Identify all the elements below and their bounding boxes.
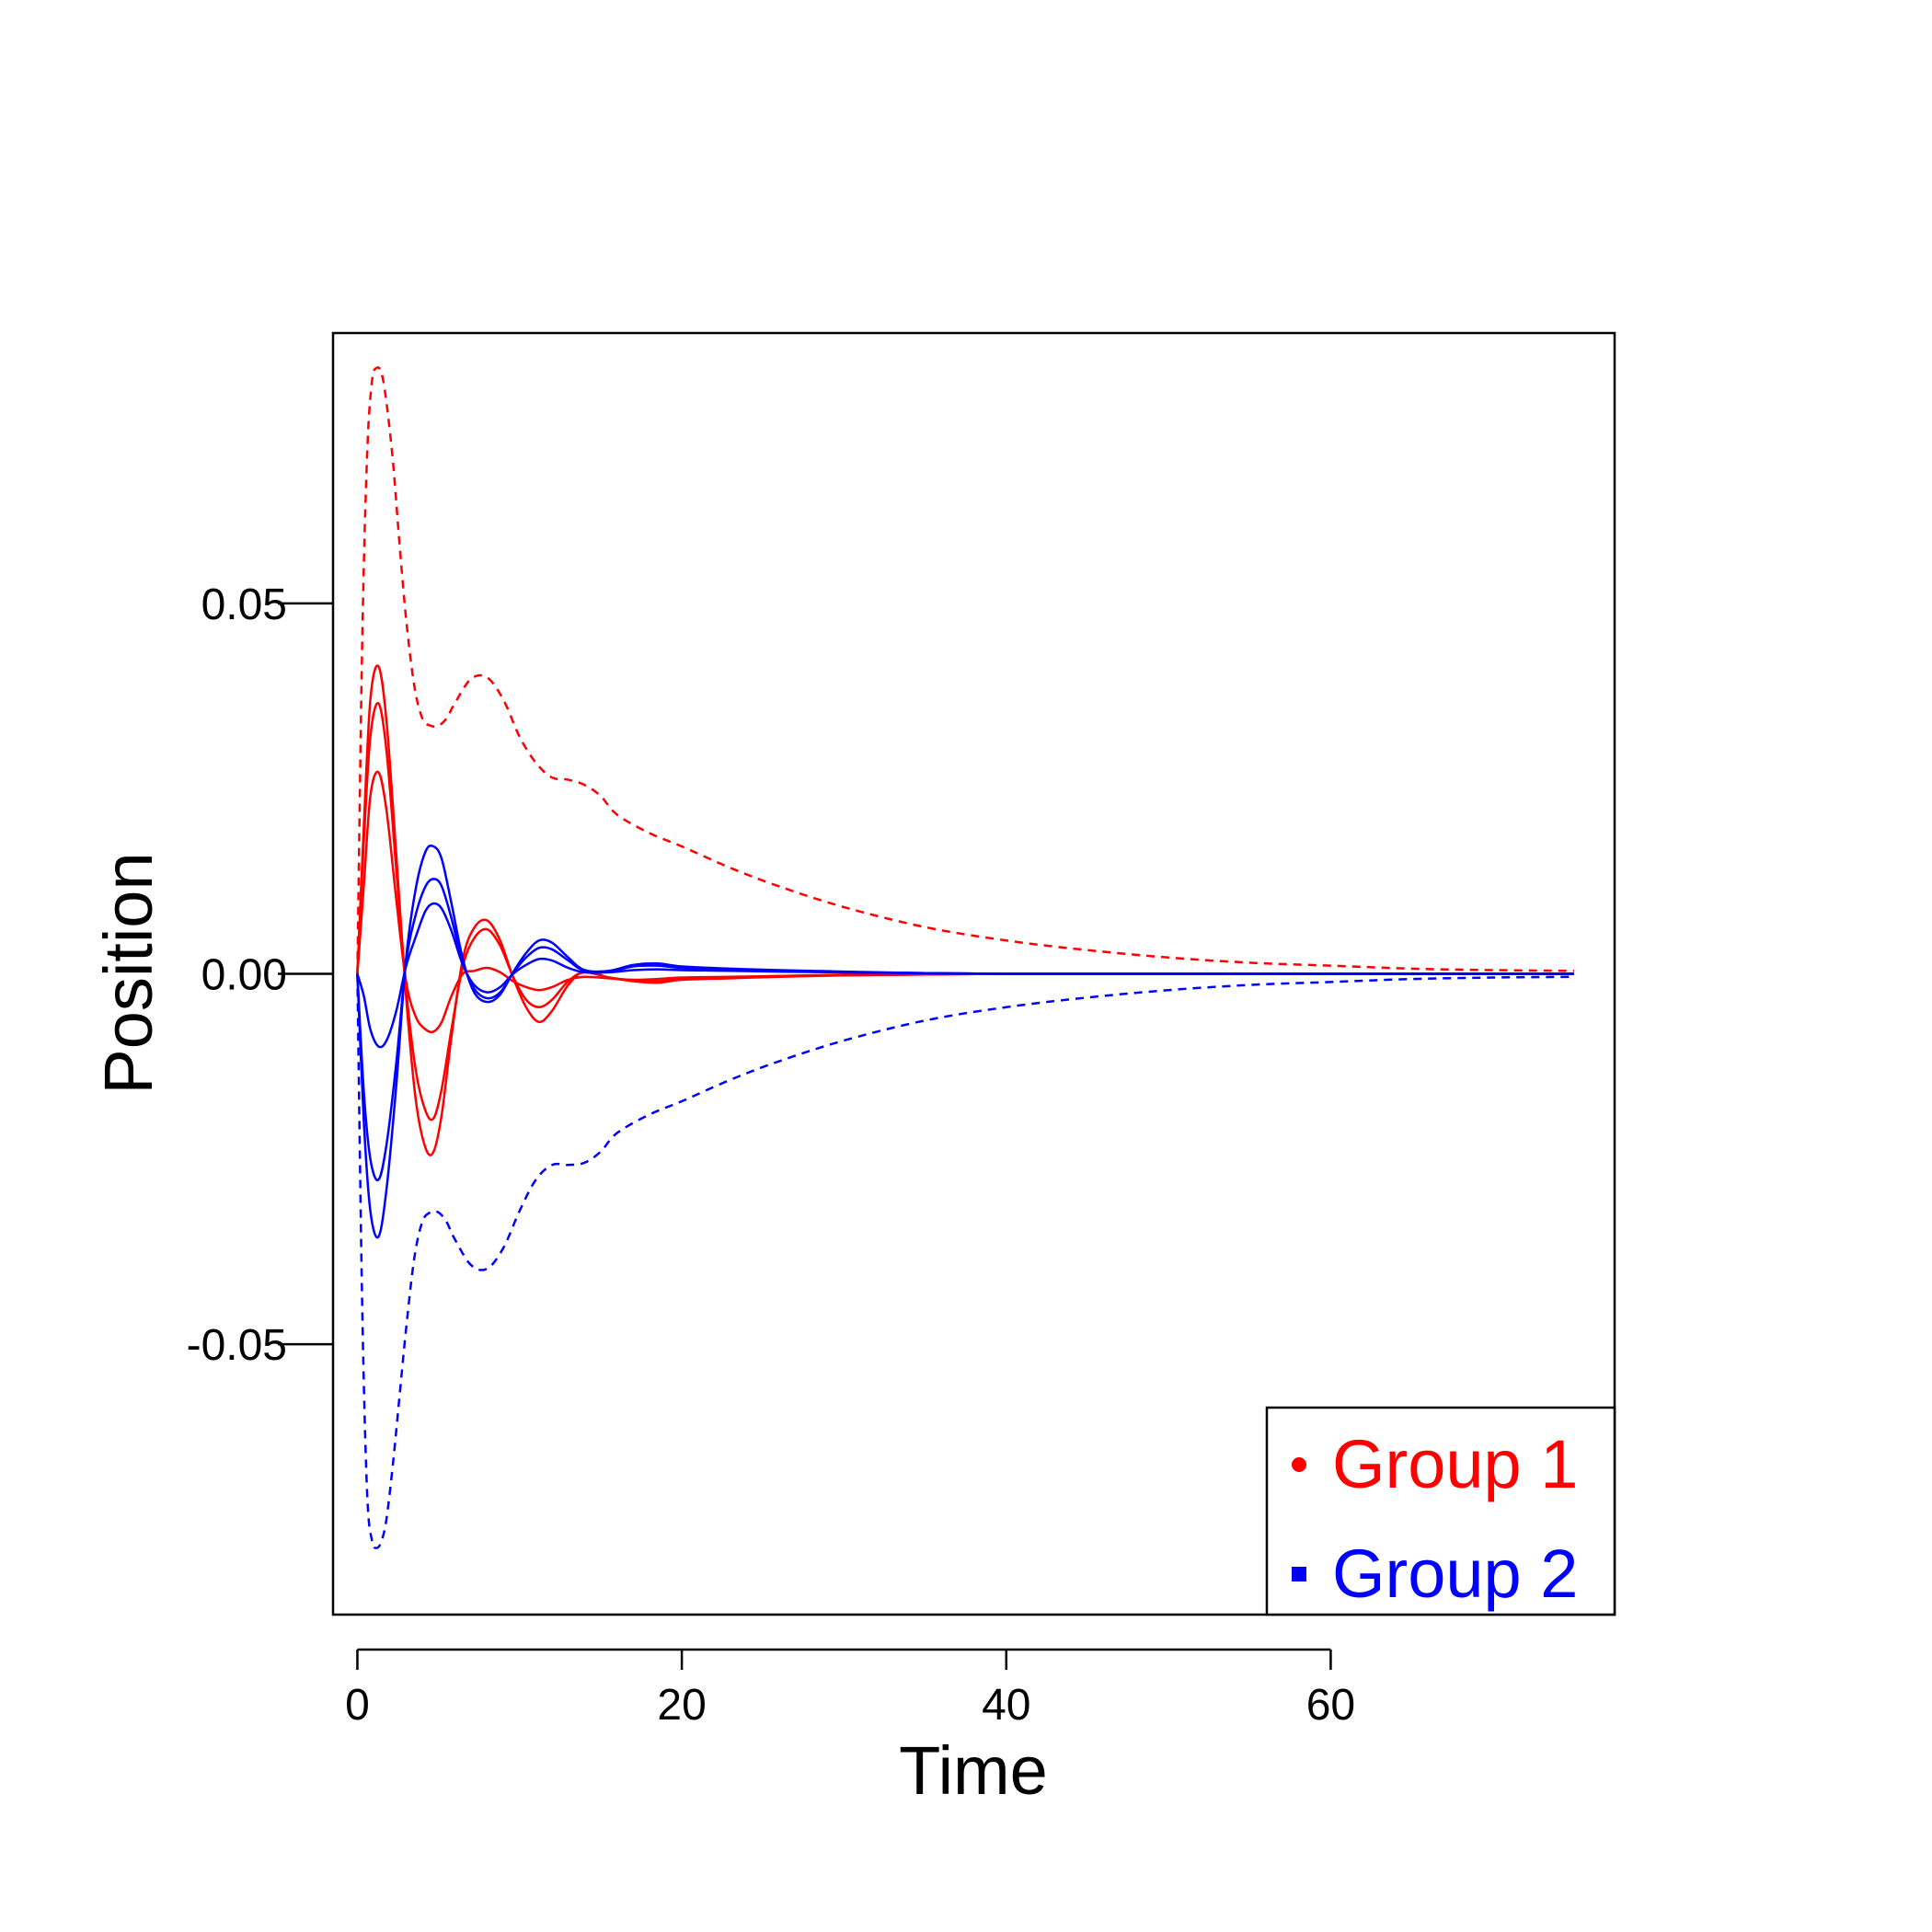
series-layer — [356, 366, 1574, 1549]
series-line-6 — [356, 878, 1574, 1182]
series-line-3 — [356, 702, 1574, 1121]
axis-ticks: 0 20 40 60 -0.05 0.00 0.05 — [187, 581, 1356, 1730]
legend: Group 1 Group 2 — [1265, 1406, 1616, 1616]
x-axis-title: Time — [899, 1732, 1048, 1809]
legend-square-marker — [1292, 1567, 1306, 1581]
legend-label-group-1: Group 1 — [1332, 1426, 1578, 1502]
series-line-5 — [356, 844, 1574, 1239]
series-line-4 — [356, 770, 1574, 1034]
x-tick-label: 0 — [345, 1681, 370, 1730]
legend-circle-marker — [1292, 1457, 1306, 1472]
legend-label-group-2: Group 2 — [1332, 1535, 1578, 1612]
legend-box — [1265, 1406, 1616, 1616]
series-line-7 — [356, 902, 1574, 1049]
y-axis-title: Position — [90, 852, 167, 1094]
x-tick-label: 40 — [982, 1681, 1030, 1730]
plot-frame — [331, 331, 1616, 1616]
series-line-2 — [356, 664, 1574, 1156]
y-tick-label: -0.05 — [187, 1321, 287, 1370]
y-tick-label: 0.00 — [201, 951, 287, 1000]
y-tick-label: 0.05 — [201, 581, 287, 629]
series-line-1 — [356, 973, 1574, 1549]
x-tick-label: 60 — [1306, 1681, 1355, 1730]
x-tick-label: 20 — [657, 1681, 706, 1730]
series-line-0 — [356, 366, 1574, 974]
